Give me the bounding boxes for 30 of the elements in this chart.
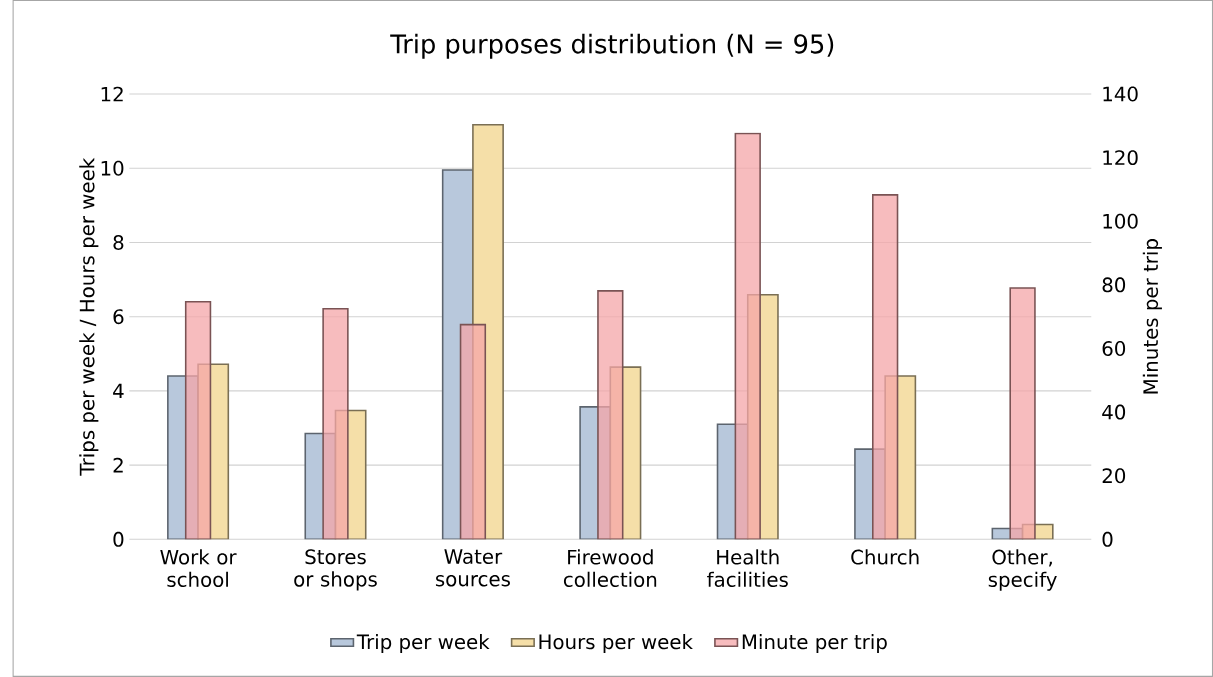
x-tick-label: Water sources — [435, 549, 510, 587]
x-tick-label: Church — [851, 549, 919, 565]
y2-tick-label: 40 — [1102, 404, 1126, 420]
legend-label: Hours per week — [539, 634, 693, 654]
x-tick-label: Health facilities — [707, 549, 788, 588]
x-tick-label: Firewood collection — [563, 549, 657, 588]
y2-tick-label: 120 — [1103, 150, 1138, 166]
y-axis-title: Trips per week / Hours per week — [79, 157, 99, 476]
y-tick-label: 10 — [101, 160, 124, 176]
y2-tick-label: 60 — [1102, 341, 1126, 357]
x-tick-label: Other, specify — [988, 549, 1057, 591]
y2-tick-label: 100 — [1103, 213, 1138, 229]
y2-axis-title: Minutes per trip — [1142, 239, 1162, 394]
y-tick-label: 4 — [113, 383, 124, 399]
y-tick-label: 12 — [101, 86, 123, 102]
legend-label: Minute per trip — [742, 634, 887, 654]
chart-title: Trip purposes distribution (N = 95) — [390, 33, 834, 59]
y-tick-label: 0 — [113, 531, 124, 547]
legend-label: Trip per week — [356, 634, 490, 654]
y2-tick-label: 80 — [1102, 277, 1126, 293]
y2-tick-label: 20 — [1102, 468, 1126, 484]
y2-tick-label: 0 — [1102, 531, 1113, 547]
x-tick-label: Stores or shops — [294, 549, 377, 591]
y2-tick-label: 140 — [1103, 86, 1138, 102]
y-tick-label: 2 — [113, 457, 123, 473]
bar — [1009, 287, 1036, 540]
x-tick-label: Work or school — [160, 549, 237, 588]
y-tick-label: 8 — [113, 235, 124, 250]
y-tick-label: 6 — [113, 309, 124, 325]
bar — [872, 194, 899, 540]
